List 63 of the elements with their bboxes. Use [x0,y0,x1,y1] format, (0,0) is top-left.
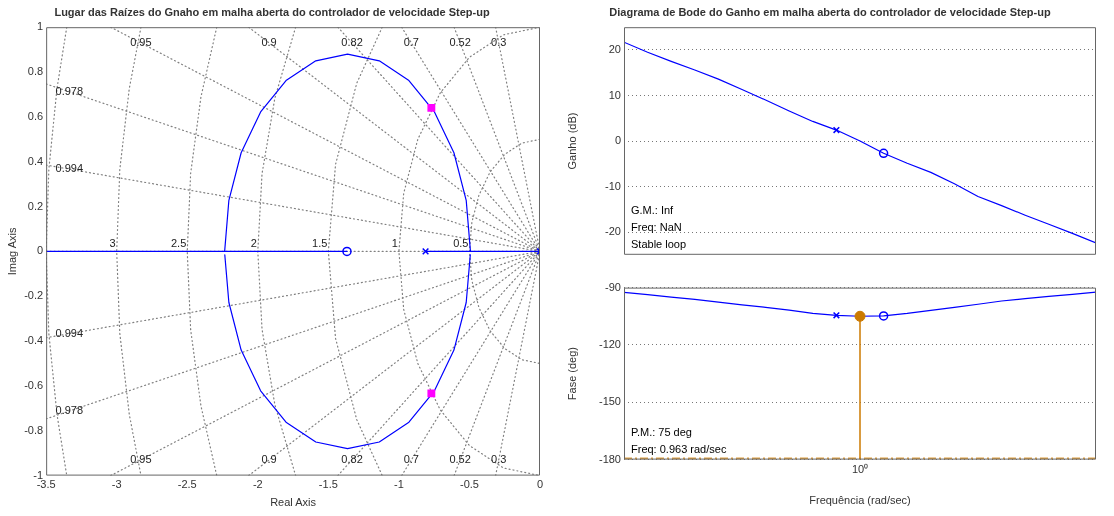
y-tick-label: -0.4 [24,334,44,347]
annotation: Freq: NaN [631,220,682,233]
annotation: 0.82 [341,452,363,465]
annotation: 2 [250,236,257,249]
y-tick-label: 0 [614,134,621,147]
annotation: 0.978 [55,84,84,97]
y-tick-label: 1 [37,20,44,33]
y-tick-label: 0.8 [27,65,44,78]
annotation: 0.52 [449,35,471,48]
y-axis-title: Ganho (dB) [565,112,578,170]
y-axis-title: Imag Axis [5,227,18,276]
annotation: P.M.: 75 deg [631,425,692,438]
chart-title: Lugar das Raízes do Gnaho em malha aberta do controlador de velocidade Step-up [54,5,490,18]
y-tick-label: -20 [605,225,621,238]
annotation: 1 [391,236,398,249]
annotation: 0.9 [261,35,277,48]
x-tick-label: -1 [394,478,404,491]
y-tick-label: 0.2 [27,199,44,212]
y-tick-label: 0.6 [27,109,44,122]
annotation: 1.5 [312,236,328,249]
y-tick-label: -0.2 [24,289,44,302]
annotation: 0.978 [55,403,84,416]
annotation: 0.9 [261,452,277,465]
annotation: Stable loop [631,237,687,250]
y-tick-label: 20 [608,42,621,55]
y-tick-label: -0.8 [24,423,44,436]
annotation: 0.994 [55,162,84,175]
annotation: 10⁰ [851,463,869,476]
y-tick-label: -1 [33,468,44,481]
x-tick-label: -0.5 [459,478,479,491]
x-tick-label: -2.5 [177,478,197,491]
y-tick-label: 0.4 [27,154,44,167]
y-tick-label: -180 [598,452,621,465]
annotation: 0.82 [341,35,363,48]
annotation: 2.5 [170,236,187,249]
annotation: 0.994 [55,326,84,339]
annotation: 0.95 [130,35,152,48]
annotation: 0.7 [403,452,419,465]
annotation: 3 [109,236,116,249]
y-tick-label: -150 [598,395,621,408]
y-tick-label: 10 [608,88,621,101]
annotation: 0.5 [453,236,469,249]
annotation: 0.7 [403,35,419,48]
annotation: 0.95 [130,452,152,465]
y-tick-label: 0 [37,244,44,257]
x-tick-label: -1.5 [318,478,338,491]
annotation: 0.3 [491,452,507,465]
annotation: G.M.: Inf [631,203,675,216]
y-tick-label: -0.6 [24,378,44,391]
annotation: 0.3 [491,35,507,48]
annotation: 0.52 [449,452,471,465]
x-tick-label: -2 [252,478,263,491]
annotation: Freq: 0.963 rad/sec [631,442,727,455]
y-tick-label: -90 [605,280,621,293]
chart-title: Diagrama de Bode do Ganho em malha aberta do controlador de velocidade Step-up [609,5,1051,18]
x-tick-label: -3.5 [36,478,56,491]
x-tick-label: -3 [111,478,122,491]
y-tick-label: -120 [598,337,621,350]
y-axis-title: Fase (deg) [565,347,578,401]
x-tick-label: 0 [536,478,544,491]
x-axis-title: Real Axis [270,496,317,509]
x-axis-title: Frequência (rad/sec) [809,494,911,507]
y-tick-label: -10 [605,179,621,192]
